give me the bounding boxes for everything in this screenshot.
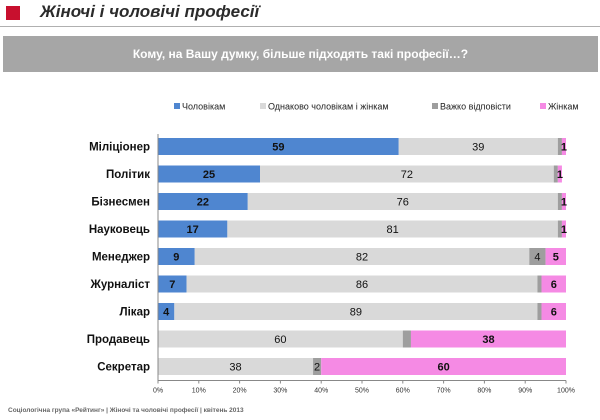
- data-label-науковець-s1: 81: [386, 224, 398, 236]
- bar-менеджер-s3: [545, 248, 566, 265]
- data-label-журналіст-s1: 86: [356, 279, 368, 291]
- category-label-лікар: Лікар: [120, 307, 150, 319]
- data-label-лікар-s3: 6: [551, 307, 557, 319]
- x-tick-label-1: 10%: [192, 388, 206, 395]
- bar-журналіст-s1: [186, 275, 538, 293]
- data-label-політик-s3: 1: [557, 169, 563, 181]
- bar-міліціонер-s3: [561, 138, 566, 155]
- x-tick-label-4: 40%: [314, 388, 328, 395]
- legend-swatch-2: [432, 103, 438, 109]
- bar-науковець-s3: [561, 220, 566, 238]
- data-label-політик-s0: 25: [203, 169, 215, 181]
- data-label-політик-s1: 72: [401, 169, 413, 181]
- bar-менеджер-s0: [158, 248, 195, 265]
- data-label-міліціонер-s0: 59: [272, 142, 284, 154]
- bar-науковець-s1: [227, 220, 558, 238]
- category-label-секретар: Секретар: [97, 362, 150, 374]
- bar-політик-s1: [260, 165, 554, 183]
- legend-label-3: Жінкам: [548, 102, 579, 112]
- category-label-продавець: Продавець: [87, 334, 150, 346]
- x-tick-label-3: 30%: [273, 388, 287, 395]
- data-label-менеджер-s3: 5: [553, 252, 559, 264]
- bar-бізнесмен-s0: [158, 193, 248, 210]
- data-label-науковець-s0: 17: [187, 224, 199, 236]
- data-label-продавець-s1: 60: [274, 334, 286, 346]
- title-marker: [6, 6, 20, 20]
- x-tick-label-8: 80%: [477, 388, 491, 395]
- legend-label-0: Чоловікам: [182, 102, 225, 112]
- bar-секретар-s3: [321, 358, 566, 375]
- category-label-міліціонер: Міліціонер: [89, 142, 150, 154]
- x-tick-label-10: 100%: [557, 388, 575, 395]
- data-label-лікар-s0: 4: [163, 307, 170, 319]
- bar-продавець-s3: [410, 330, 566, 348]
- bar-політик-s3: [557, 165, 562, 183]
- category-label-журналіст: Журналіст: [89, 279, 150, 291]
- category-label-бізнесмен: Бізнесмен: [91, 197, 150, 209]
- data-label-бізнесмен-s1: 76: [397, 197, 409, 209]
- bar-лікар-s3: [541, 303, 566, 320]
- data-label-менеджер-s1: 82: [356, 252, 368, 264]
- question-text: Кому, на Вашу думку, більше підходять та…: [132, 47, 469, 61]
- data-label-журналіст-s3: 6: [551, 279, 557, 291]
- x-tick-label-0: 0%: [153, 388, 163, 395]
- data-label-міліціонер-s3: 1: [561, 142, 567, 154]
- x-tick-label-2: 20%: [233, 388, 247, 395]
- bar-політик-s2: [553, 165, 558, 183]
- data-label-бізнесмен-s0: 22: [197, 197, 209, 209]
- data-label-секретар-s1: 38: [229, 362, 241, 374]
- bar-бізнесмен-s3: [561, 193, 566, 210]
- stacked-bar-chart: Чоловікам Однаково чоловікам і жінкам Важк…: [87, 102, 579, 395]
- data-label-журналіст-s0: 7: [169, 279, 175, 291]
- bar-продавець-s2: [402, 330, 411, 348]
- data-label-менеджер-s2: 4: [534, 252, 540, 264]
- legend-swatch-0: [174, 103, 180, 109]
- bar-журналіст-s0: [158, 275, 187, 293]
- question-banner: Кому, на Вашу думку, більше підходять та…: [3, 36, 598, 72]
- footer-source: Соціологічна група «Рейтинг» | Жіночі та…: [8, 407, 244, 414]
- category-label-політик: Політик: [106, 169, 150, 181]
- bar-науковець-s2: [557, 220, 562, 238]
- bar-журналіст-s3: [541, 275, 566, 293]
- data-label-продавець-s3: 38: [482, 334, 494, 346]
- bar-секретар-s1: [158, 358, 314, 375]
- bar-секретар-s2: [313, 358, 322, 375]
- data-label-бізнесмен-s3: 1: [561, 197, 567, 209]
- bar-журналіст-s2: [537, 275, 542, 293]
- bar-менеджер-s1: [194, 248, 530, 265]
- legend-label-1: Однаково чоловікам і жінкам: [268, 102, 389, 112]
- bar-науковець-s0: [158, 220, 228, 238]
- legend-swatch-1: [260, 103, 266, 109]
- bar-продавець-s1: [158, 330, 403, 348]
- bar-лікар-s2: [537, 303, 542, 320]
- bar-міліціонер-s2: [557, 138, 562, 155]
- page-title: Жіночі і чоловічі професії: [40, 2, 260, 21]
- bar-лікар-s1: [174, 303, 538, 320]
- category-label-менеджер: Менеджер: [92, 252, 150, 264]
- data-label-менеджер-s0: 9: [173, 252, 179, 264]
- category-label-науковець: Науковець: [89, 224, 150, 236]
- x-tick-label-5: 50%: [355, 388, 369, 395]
- legend-label-2: Важко відповісти: [440, 102, 511, 112]
- bar-лікар-s0: [158, 303, 175, 320]
- bar-бізнесмен-s1: [247, 193, 558, 210]
- x-tick-label-7: 70%: [437, 388, 451, 395]
- bar-менеджер-s2: [529, 248, 546, 265]
- bar-бізнесмен-s2: [557, 193, 562, 210]
- data-label-лікар-s1: 89: [350, 307, 362, 319]
- data-label-секретар-s3: 60: [437, 362, 449, 374]
- data-label-науковець-s3: 1: [561, 224, 567, 236]
- title-divider: [0, 26, 600, 27]
- data-label-секретар-s2: 2: [314, 362, 320, 374]
- data-label-міліціонер-s1: 39: [472, 142, 484, 154]
- bar-міліціонер-s0: [158, 138, 399, 155]
- bar-міліціонер-s1: [398, 138, 558, 155]
- x-tick-label-6: 60%: [396, 388, 410, 395]
- legend-swatch-3: [540, 103, 546, 109]
- bar-політик-s0: [158, 165, 260, 183]
- x-tick-label-9: 90%: [518, 388, 532, 395]
